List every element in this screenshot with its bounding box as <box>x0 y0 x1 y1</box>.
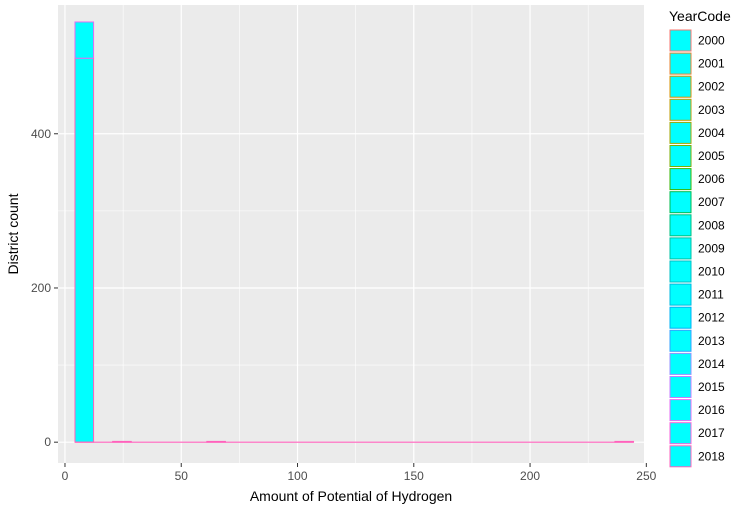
legend-label: 2010 <box>698 265 725 279</box>
legend-label: 2002 <box>698 80 725 94</box>
legend-key <box>669 283 692 306</box>
legend-key <box>669 376 692 398</box>
legend-key <box>669 52 692 75</box>
x-axis-label: Amount of Potential of Hydrogen <box>250 488 452 504</box>
legend-key <box>669 422 692 445</box>
legend-key <box>669 445 692 468</box>
x-tick-label: 200 <box>520 469 540 483</box>
legend-label: 2006 <box>698 172 725 186</box>
legend-label: 2012 <box>698 311 725 325</box>
legend-key <box>669 98 692 121</box>
legend-label: 2000 <box>698 34 725 48</box>
y-axis-label: District count <box>5 193 21 274</box>
x-tick-label: 150 <box>404 469 424 483</box>
legend-key <box>669 329 692 352</box>
histogram-bar <box>74 57 95 443</box>
legend-key <box>669 399 692 422</box>
legend-label: 2005 <box>698 149 725 163</box>
x-tick-label: 50 <box>175 469 189 483</box>
legend-label: 2011 <box>698 288 724 302</box>
legend-label: 2001 <box>698 57 725 71</box>
y-tick-label: 200 <box>31 281 51 295</box>
legend-title: YearCode <box>669 8 731 24</box>
legend-key <box>669 306 692 329</box>
legend-label: 2014 <box>698 357 725 371</box>
legend-label: 2004 <box>698 126 725 140</box>
legend-label: 2017 <box>698 426 725 440</box>
legend-label: 2009 <box>698 241 725 255</box>
legend-label: 2016 <box>698 403 725 417</box>
x-tick-label: 250 <box>636 469 656 483</box>
legend: YearCode 2000 2001 2002 2003 2004 2005 2006 200… <box>669 8 731 468</box>
x-tick-label: 0 <box>62 469 69 483</box>
histogram-bar <box>74 21 95 59</box>
legend-label: 2015 <box>698 380 725 394</box>
x-tick-label: 100 <box>288 469 308 483</box>
legend-key <box>669 29 692 52</box>
panel-background <box>58 5 644 463</box>
y-tick-label: 400 <box>31 127 51 141</box>
legend-label: 2013 <box>698 334 725 348</box>
legend-label: 2003 <box>698 103 725 117</box>
legend-key <box>669 168 692 191</box>
legend-key <box>669 260 692 283</box>
axes: 0 50 100 150 200 250 0 200 400 <box>31 127 657 483</box>
histogram-bars <box>74 21 635 443</box>
legend-key <box>669 214 692 237</box>
legend-key <box>669 191 692 214</box>
legend-key <box>669 75 692 98</box>
legend-key <box>669 121 692 144</box>
legend-key <box>669 352 692 375</box>
y-tick-label: 0 <box>44 435 51 449</box>
legend-label: 2008 <box>698 218 725 232</box>
legend-label: 2007 <box>698 195 725 209</box>
legend-label: 2018 <box>698 449 725 463</box>
legend-key <box>669 145 692 167</box>
legend-key <box>669 237 692 260</box>
